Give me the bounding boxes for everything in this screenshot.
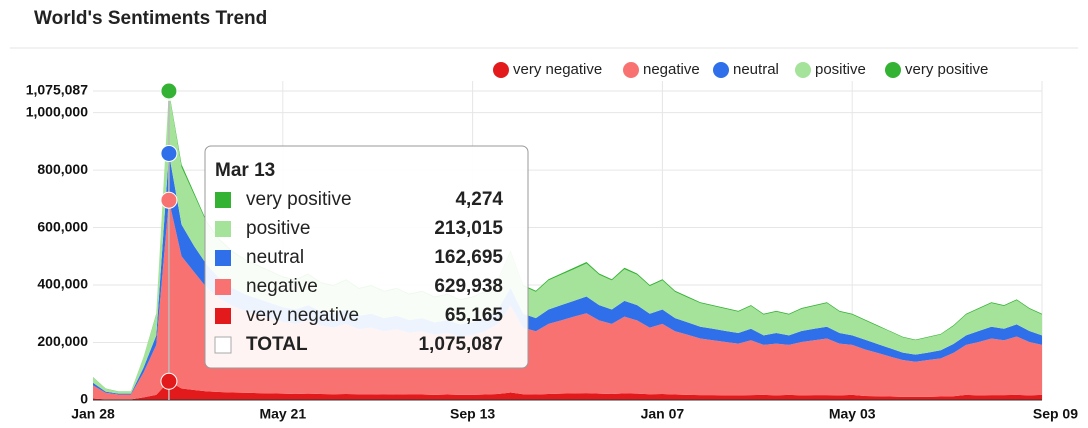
tooltip-label: very negative: [246, 305, 359, 326]
tooltip-value: 162,695: [434, 247, 503, 268]
x-tick-label: Jan 28: [71, 406, 115, 422]
x-tick-label: Jan 07: [641, 406, 685, 422]
tooltip-label: very positive: [246, 189, 352, 210]
area: [93, 92, 1042, 394]
hover-dot: [160, 82, 178, 100]
legend-swatch: [493, 62, 509, 78]
legend-label: positive: [815, 61, 866, 78]
legend-swatch: [795, 62, 811, 78]
legend-swatch: [623, 62, 639, 78]
x-tick-label: Sep 09: [1033, 406, 1078, 422]
x-tick-label: May 21: [259, 406, 306, 422]
y-tick-label: 600,000: [37, 218, 88, 234]
y-tick-label: 400,000: [37, 276, 88, 292]
legend-swatch: [885, 62, 901, 78]
legend-label: very negative: [513, 61, 602, 78]
tooltip-total-value: 1,075,087: [418, 334, 503, 355]
y-tick-label: 800,000: [37, 161, 88, 177]
tooltip: Mar 13 very positive 4,274 positive 213,015 n…: [204, 145, 529, 369]
x-tick-label: Sep 13: [450, 406, 495, 422]
hover-dot: [160, 144, 178, 162]
legend-item[interactable]: very negative: [493, 61, 602, 78]
tooltip-value: 4,274: [455, 189, 503, 210]
tooltip-label: positive: [246, 218, 310, 239]
legend-label: neutral: [733, 61, 779, 78]
chart-title: World's Sentiments Trend: [34, 8, 267, 29]
legend-swatch: [713, 62, 729, 78]
x-tick-label: May 03: [829, 406, 876, 422]
legend-label: negative: [643, 61, 700, 78]
tooltip-swatch: [215, 250, 231, 266]
tooltip-value: 65,165: [445, 305, 504, 326]
tooltip-total-label: TOTAL: [246, 334, 308, 355]
tooltip-label: neutral: [246, 247, 304, 268]
hover-dot: [160, 372, 178, 390]
y-tick-label: 1,000,000: [26, 103, 88, 119]
tooltip-value: 213,015: [434, 218, 503, 239]
area: [93, 381, 1042, 400]
y-tick-label: 0: [80, 391, 88, 407]
y-tick-label: 1,075,087: [26, 82, 88, 98]
tooltip-box: [204, 145, 529, 369]
tooltip-swatch: [215, 221, 231, 237]
tooltip-swatch: [215, 192, 231, 208]
legend-item[interactable]: positive: [795, 61, 866, 78]
tooltip-title: Mar 13: [215, 160, 275, 181]
hover-dot: [160, 191, 178, 209]
y-tick-label: 200,000: [37, 333, 88, 349]
area: [93, 153, 1042, 395]
legend-label: very positive: [905, 61, 988, 78]
tooltip-swatch: [214, 336, 232, 354]
legend-item[interactable]: very positive: [885, 61, 988, 78]
legend-item[interactable]: neutral: [713, 61, 779, 78]
tooltip-value: 629,938: [434, 276, 503, 297]
legend-item[interactable]: negative: [623, 61, 700, 78]
tooltip-label: negative: [246, 276, 318, 297]
tooltip-swatch: [215, 308, 231, 324]
tooltip-swatch: [215, 279, 231, 295]
